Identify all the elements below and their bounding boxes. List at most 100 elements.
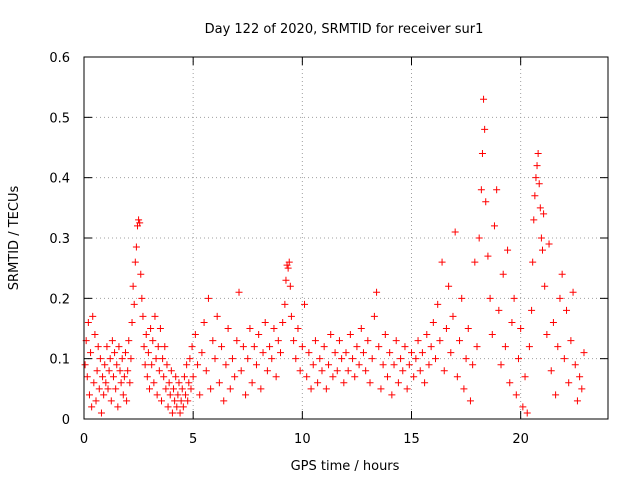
data-point (549, 318, 557, 326)
data-point (377, 385, 385, 393)
data-point (117, 379, 125, 387)
data-point (97, 409, 105, 417)
data-point (148, 361, 156, 369)
data-point (138, 294, 146, 302)
data-point (493, 186, 501, 194)
data-point (151, 312, 159, 320)
data-point (418, 349, 426, 357)
data-point (226, 385, 234, 393)
data-point (222, 361, 230, 369)
data-point (115, 343, 123, 351)
data-point (342, 349, 350, 357)
data-point (340, 379, 348, 387)
data-point (136, 219, 144, 227)
data-point (119, 391, 127, 399)
data-point (366, 379, 374, 387)
data-point (268, 355, 276, 363)
data-point (140, 343, 148, 351)
data-point (114, 403, 122, 411)
data-point (309, 361, 317, 369)
data-point (414, 337, 422, 345)
data-point (355, 361, 363, 369)
data-point (508, 318, 516, 326)
data-point (154, 343, 162, 351)
y-tick-label: 0 (62, 413, 70, 428)
data-point (95, 385, 103, 393)
data-point (146, 385, 153, 393)
data-point (434, 300, 442, 308)
data-point (331, 349, 339, 357)
data-point (565, 379, 573, 387)
data-point (453, 373, 461, 381)
data-point (107, 397, 115, 405)
data-point (168, 409, 176, 417)
x-tick-label: 15 (403, 432, 420, 447)
data-point (298, 343, 306, 351)
data-point (128, 318, 136, 326)
data-point (499, 270, 507, 278)
data-point (567, 337, 575, 345)
data-point (484, 252, 492, 260)
data-point (106, 355, 114, 363)
data-point (158, 397, 166, 405)
data-point (237, 367, 245, 375)
data-point (279, 318, 287, 326)
data-point (102, 379, 110, 387)
data-point (147, 325, 155, 332)
data-point (179, 403, 187, 411)
data-point (286, 282, 294, 290)
data-point (314, 379, 322, 387)
data-point (423, 331, 431, 339)
data-point (399, 367, 407, 375)
data-point (490, 222, 498, 230)
data-point (325, 361, 333, 369)
data-point (239, 343, 247, 351)
data-point (473, 343, 481, 351)
data-point (284, 264, 292, 272)
y-tick-label: 0.6 (49, 51, 70, 66)
data-point (523, 409, 531, 417)
data-point (432, 355, 440, 363)
data-point (263, 367, 271, 375)
data-point (184, 397, 192, 405)
data-point (517, 325, 525, 332)
data-point (349, 355, 357, 363)
data-point (228, 355, 236, 363)
data-point (287, 312, 295, 320)
data-point (207, 385, 215, 393)
data-point (213, 312, 221, 320)
data-point (445, 282, 453, 290)
data-point (188, 343, 196, 351)
data-point (171, 397, 179, 405)
data-point (121, 349, 129, 357)
data-point (235, 288, 243, 296)
data-point (282, 276, 290, 284)
data-point (381, 331, 389, 339)
data-point (471, 258, 479, 266)
data-point (292, 355, 300, 363)
gridlines (84, 57, 608, 419)
data-point (521, 373, 529, 381)
data-point (164, 403, 172, 411)
data-point (248, 379, 256, 387)
data-point (438, 258, 446, 266)
data-point (305, 349, 313, 357)
data-point (410, 373, 418, 381)
data-point (185, 379, 193, 387)
data-point (89, 312, 97, 320)
data-point (552, 391, 560, 399)
data-point (373, 288, 381, 296)
data-point (543, 331, 551, 339)
data-point (231, 373, 239, 381)
data-point (160, 373, 168, 381)
data-point (563, 306, 571, 314)
x-tick-label: 5 (189, 432, 197, 447)
data-point (307, 385, 315, 393)
data-point (131, 258, 139, 266)
data-point (416, 367, 424, 375)
data-point (204, 294, 212, 302)
data-point (539, 246, 546, 254)
data-point (481, 125, 489, 133)
data-point (116, 367, 124, 375)
